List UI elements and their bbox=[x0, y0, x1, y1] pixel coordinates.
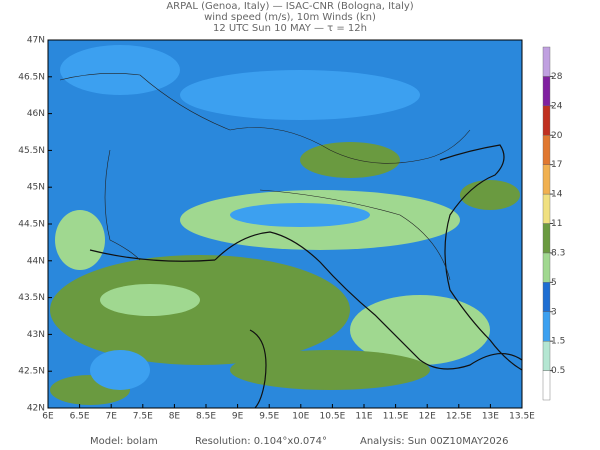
colorbar-label: 3 bbox=[551, 307, 557, 317]
lon-label: 10E bbox=[292, 412, 309, 422]
colorbar-label: 17 bbox=[551, 160, 562, 170]
header-line: wind speed (m/s), 10m Winds (kn) bbox=[204, 12, 376, 23]
colorbar-label: 28 bbox=[551, 72, 563, 82]
colorbar-band bbox=[542, 223, 551, 254]
lon-label: 13E bbox=[482, 412, 499, 422]
lat-label: 44N bbox=[27, 256, 45, 266]
lon-label: 12.5E bbox=[446, 412, 472, 422]
colorbar-band bbox=[542, 164, 551, 195]
lat-label: 46N bbox=[27, 109, 45, 119]
lat-label: 44.5N bbox=[18, 220, 45, 230]
footer-analysis: Analysis: Sun 00Z10MAY2026 bbox=[360, 436, 509, 447]
footer-model: Model: bolam bbox=[90, 436, 158, 447]
colorbar-band bbox=[542, 282, 551, 312]
lat-label: 42.5N bbox=[18, 367, 45, 377]
map bbox=[47, 39, 523, 409]
lon-label: 10.5E bbox=[320, 412, 346, 422]
header-line: ARPAL (Genoa, Italy) — ISAC-CNR (Bologna… bbox=[166, 1, 413, 12]
lat-label: 42N bbox=[27, 404, 45, 414]
lon-label: 6E bbox=[42, 412, 54, 422]
colorbar-label: 8.3 bbox=[551, 248, 565, 258]
lon-label: 13.5E bbox=[509, 412, 535, 422]
colorbar-label: 14 bbox=[551, 190, 563, 200]
colorbar-label: 20 bbox=[551, 131, 563, 141]
wind-field bbox=[50, 45, 520, 405]
colorbar-label: 11 bbox=[551, 219, 562, 229]
lon-label: 9.5E bbox=[259, 412, 279, 422]
lat-label: 47N bbox=[27, 36, 45, 46]
colorbar-band bbox=[542, 252, 551, 283]
colorbar-band bbox=[542, 76, 551, 107]
footer-resolution: Resolution: 0.104°x0.074° bbox=[195, 436, 327, 447]
colorbar-band bbox=[542, 311, 551, 342]
lon-label: 12E bbox=[419, 412, 436, 422]
header-line: 12 UTC Sun 10 MAY — τ = 12h bbox=[213, 23, 367, 34]
lon-label: 11E bbox=[355, 412, 372, 422]
lon-label: 11.5E bbox=[383, 412, 409, 422]
lat-label: 45.5N bbox=[18, 146, 45, 156]
lat-label: 43.5N bbox=[18, 293, 45, 303]
lon-label: 8.5E bbox=[196, 412, 216, 422]
lat-label: 43N bbox=[27, 330, 45, 340]
lat-label: 46.5N bbox=[18, 72, 45, 82]
colorbar-label: 24 bbox=[551, 101, 563, 111]
colorbar-band bbox=[542, 135, 551, 165]
colorbar-band bbox=[542, 105, 551, 136]
lon-label: 7E bbox=[105, 412, 117, 422]
lat-label: 45N bbox=[27, 183, 45, 193]
colorbar-band bbox=[542, 370, 551, 401]
lon-label: 6.5E bbox=[70, 412, 90, 422]
colorbar-band bbox=[542, 193, 551, 224]
colorbar-label: 1.5 bbox=[551, 337, 565, 347]
colorbar-band bbox=[542, 340, 551, 371]
colorbar-band bbox=[542, 46, 551, 77]
colorbar-label: 5 bbox=[551, 278, 557, 288]
colorbar-label: 0.5 bbox=[551, 366, 565, 376]
lon-label: 9E bbox=[232, 412, 244, 422]
lon-label: 8E bbox=[169, 412, 181, 422]
lon-label: 7.5E bbox=[133, 412, 153, 422]
